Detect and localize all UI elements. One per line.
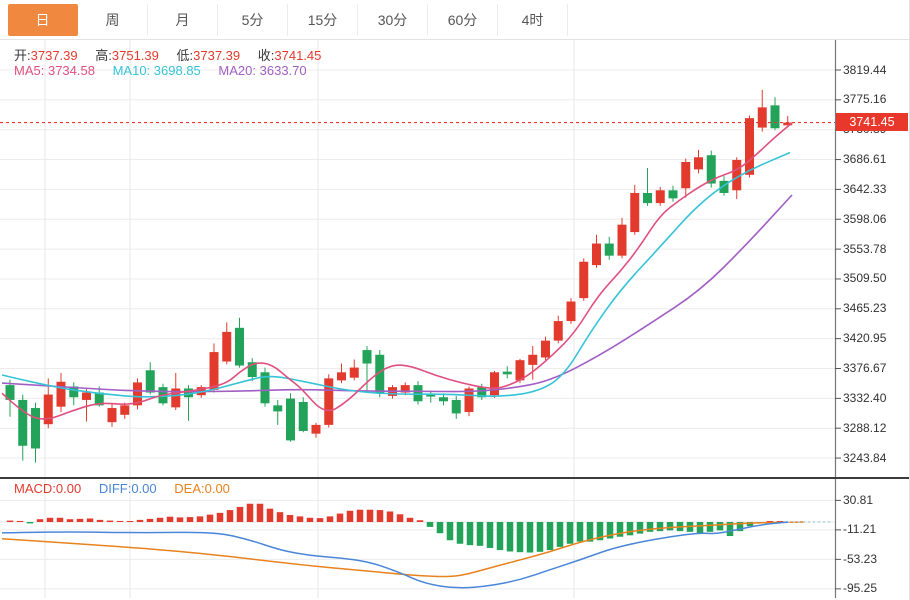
tab-period-5[interactable]: 30分 xyxy=(358,4,428,36)
dea-label: DEA: xyxy=(174,481,205,496)
price-axis-label: 3775.16 xyxy=(843,92,887,107)
ma-info-row: MA5: 3734.58 MA10: 3698.85 MA20: 3633.70 xyxy=(14,63,307,78)
price-axis-label: 3243.84 xyxy=(843,450,887,465)
diff-label: DIFF: xyxy=(98,481,132,496)
macd-axis-label: 30.81 xyxy=(843,492,874,507)
macd-axis-label: -53.23 xyxy=(843,551,878,566)
price-axis-label: 3553.78 xyxy=(843,241,887,256)
tab-period-1[interactable]: 周 xyxy=(78,4,148,36)
ohlc-info-row: 开:3737.39 高:3751.39 低:3737.39 收:3741.45 xyxy=(14,45,321,64)
ma20-label: MA20: xyxy=(218,63,256,78)
low-value: 3737.39 xyxy=(193,48,241,63)
high-label: 高: xyxy=(95,48,112,63)
price-axis-label: 3686.61 xyxy=(843,152,887,167)
price-axis-label: 3598.06 xyxy=(843,211,887,226)
diff-value: 0.00 xyxy=(131,481,157,496)
dea-value: 0.00 xyxy=(204,481,230,496)
low-label: 低: xyxy=(176,48,194,63)
price-axis-label: 3642.33 xyxy=(843,181,887,196)
price-axis-label: 3376.67 xyxy=(843,361,887,375)
ma10-label: MA10: xyxy=(112,63,151,78)
price-axis-label: 3288.12 xyxy=(843,420,887,435)
current-price-badge: 3741.45 xyxy=(836,113,908,131)
high-value: 3751.39 xyxy=(111,48,159,63)
price-axis-label: 3332.40 xyxy=(843,390,887,405)
macd-label: MACD: xyxy=(14,481,56,496)
price-axis-label: 3819.44 xyxy=(843,62,887,77)
period-tabbar: 日周月 5分 15分 30分 60分 4时 xyxy=(0,0,909,40)
tab-period-7[interactable]: 4时 xyxy=(498,4,568,36)
macd-axis-label: -11.21 xyxy=(843,522,877,537)
macd-value: 0.00 xyxy=(55,481,82,496)
macd-info-row: MACD:0.00 DIFF:0.00 DEA:0.00 xyxy=(14,481,230,496)
panel-separator xyxy=(0,477,909,479)
tab-period-0[interactable]: 日 xyxy=(8,4,78,36)
price-axis-label: 3420.95 xyxy=(843,331,887,346)
price-axis-label: 3509.50 xyxy=(843,271,887,286)
macd-axis-label: -95.25 xyxy=(843,581,878,596)
close-value: 3741.45 xyxy=(274,48,322,63)
ma5-label: MA5: xyxy=(14,63,45,78)
open-label: 开: xyxy=(14,48,31,63)
ma20-value: 3633.70 xyxy=(259,63,307,78)
price-axis-label: 3465.23 xyxy=(843,301,887,316)
tab-period-4[interactable]: 15分 xyxy=(288,4,358,36)
open-value: 3737.39 xyxy=(30,48,78,63)
tab-period-3[interactable]: 5分 xyxy=(218,4,288,36)
tab-period-2[interactable]: 月 xyxy=(148,4,218,36)
close-label: 收: xyxy=(257,48,275,63)
ma5-value: 3734.58 xyxy=(47,63,95,78)
ma10-value: 3698.85 xyxy=(153,63,201,78)
tab-period-6[interactable]: 60分 xyxy=(428,4,498,36)
